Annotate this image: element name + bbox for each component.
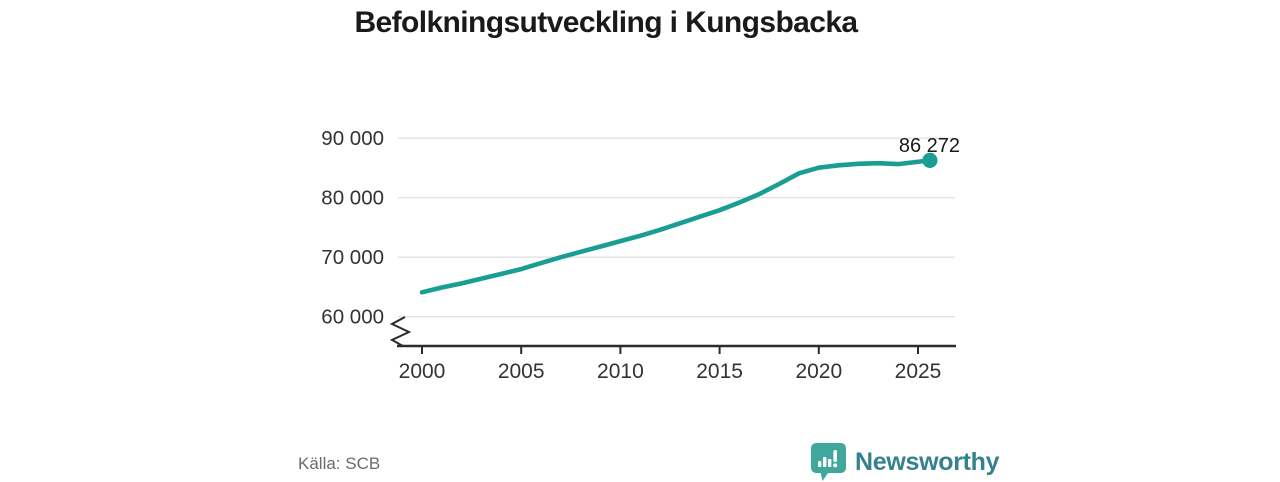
x-tick-label: 2010 (597, 360, 644, 383)
newsworthy-logo-text: Newsworthy (855, 447, 1000, 476)
x-tick-label: 2005 (498, 360, 545, 383)
y-tick-label: 80 000 (321, 187, 384, 210)
y-tick-label: 90 000 (321, 127, 384, 150)
end-point-marker (922, 152, 938, 168)
newsworthy-logo: Newsworthy (810, 442, 1000, 482)
y-axis-break-icon (389, 316, 412, 347)
population-line (419, 158, 933, 295)
x-tick-label: 2015 (696, 360, 743, 383)
x-tick-label: 2025 (895, 360, 942, 383)
y-tick-label: 70 000 (321, 246, 384, 269)
chart-title: Befolkningsutveckling i Kungsbacka (354, 6, 858, 39)
y-tick-label: 60 000 (321, 306, 384, 329)
newsworthy-logo-icon (810, 442, 847, 482)
source-note: Källa: SCB (298, 454, 381, 473)
end-value-label: 86 272 (899, 135, 960, 157)
x-tick-label: 2000 (399, 360, 446, 383)
x-tick-label: 2020 (795, 360, 842, 383)
